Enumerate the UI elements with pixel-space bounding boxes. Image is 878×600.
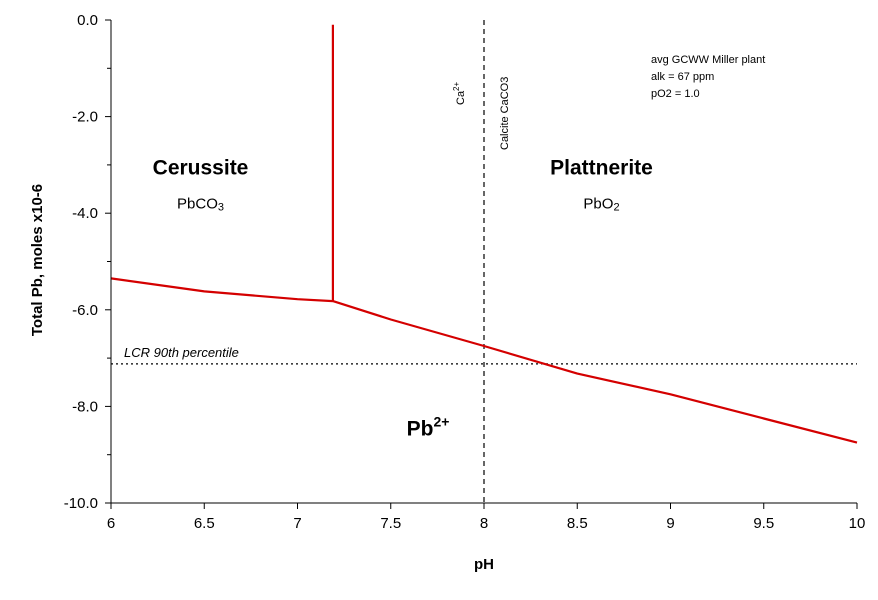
region-plattnerite-formula: PbO2 [583, 196, 619, 214]
x-tick-label: 8.5 [567, 515, 588, 532]
ca-ion-label: Ca2+ [452, 81, 467, 105]
x-tick-label: 7.5 [380, 515, 401, 532]
series-layer [110, 24, 858, 444]
region-cerussite-name: Cerussite [153, 157, 249, 180]
y-axis-title: Total Pb, moles x10-6 [29, 184, 46, 336]
x-tick-label: 6.5 [194, 515, 215, 532]
region-plattnerite-name: Plattnerite [550, 157, 653, 180]
axes-layer: 6 6.5 7 7.5 8 8.5 9 9.5 10 0.0 -2.0 -4.0 -6.0 -8.0 -10… [64, 12, 866, 532]
y-tick-label: -2.0 [72, 109, 98, 126]
note-plant: avg GCWW Miller plant [651, 54, 765, 66]
y-tick-label: 0.0 [77, 12, 98, 29]
reference-lines-layer [111, 20, 857, 503]
y-tick-label: -10.0 [64, 495, 98, 512]
calcite-label: Calcite CaCO3 [499, 77, 511, 150]
x-tick-label: 7 [293, 515, 301, 532]
x-tick-label: 9 [666, 515, 674, 532]
note-po2: pO2 = 1.0 [651, 88, 700, 100]
lcr-reference-label: LCR 90th percentile [124, 345, 239, 360]
x-tick-label: 6 [107, 515, 115, 532]
region-pb-name: Pb2+ [407, 413, 450, 440]
x-tick-label: 8 [480, 515, 488, 532]
y-tick-label: -8.0 [72, 398, 98, 415]
labels-layer: LCR 90th percentile Ca2+ Calcite CaCO3 Ceru… [124, 77, 653, 441]
solubility-line [110, 277, 858, 444]
x-tick-label: 9.5 [753, 515, 774, 532]
y-tick-label: -4.0 [72, 205, 98, 222]
region-cerussite-formula: PbCO3 [177, 196, 224, 214]
x-axis-title: pH [474, 556, 494, 573]
y-tick-label: -6.0 [72, 302, 98, 319]
x-tick-label: 10 [849, 515, 866, 532]
annotation-box: avg GCWW Miller plant alk = 67 ppm pO2 =… [651, 54, 765, 100]
note-alkalinity: alk = 67 ppm [651, 71, 714, 83]
